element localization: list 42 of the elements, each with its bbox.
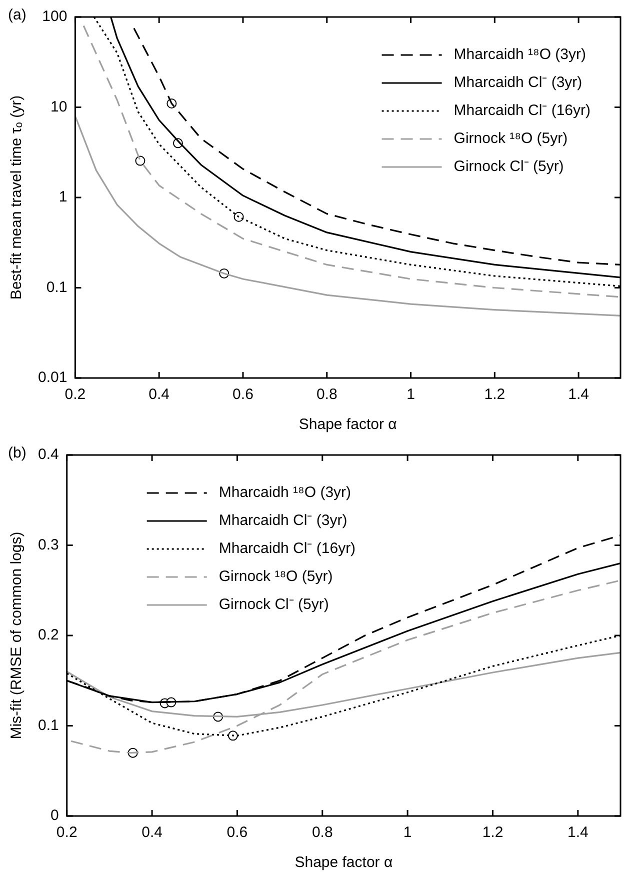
legend-label: Mharcaidh Cl⁻ (3yr) — [454, 74, 582, 92]
x-tick-label: 0.4 — [148, 386, 170, 404]
point — [234, 212, 244, 222]
x-tick-label: 0.8 — [312, 824, 333, 842]
x-tick-label: 1.2 — [482, 824, 504, 842]
y-tick-label: 1 — [58, 188, 68, 206]
x-tick-label: 0.2 — [64, 386, 86, 404]
y-axis-title: Best-fit mean travel time τₒ (yr) — [8, 95, 26, 300]
y-tick-label: 0.4 — [38, 446, 59, 464]
y-axis-title: Mis-fit (RMSE of common logs) — [8, 532, 26, 740]
x-axis-title: Shape factor α — [294, 854, 393, 872]
x-tick-label: 1.4 — [568, 386, 589, 404]
x-tick-label: 1.4 — [567, 824, 588, 842]
x-tick-label: 0.4 — [142, 824, 162, 842]
chart-title: (a) — [8, 6, 26, 24]
x-tick-label: 0.6 — [232, 386, 254, 404]
x-tick-label: 1 — [403, 824, 412, 842]
y-tick-label: 0.1 — [38, 716, 59, 734]
legend-label: Girnock Cl⁻ (5yr) — [454, 158, 564, 176]
y-tick-label: 0.2 — [38, 626, 59, 644]
y-tick-label: 100 — [42, 8, 68, 26]
point — [228, 730, 238, 741]
y-tick-label: 0.1 — [46, 278, 68, 296]
chart-title: (b) — [8, 444, 26, 462]
y-tick-label: 0.01 — [38, 369, 68, 386]
y-tick-label: 0.3 — [38, 536, 59, 554]
x-tick-label: 0.8 — [316, 386, 338, 404]
legend-label: Mharcaidh Cl⁻ (16yr) — [218, 540, 356, 558]
x-tick-label: 1 — [406, 386, 415, 404]
point — [135, 156, 146, 166]
legend-label: Mharcaidh Cl⁻ (3yr) — [218, 512, 348, 530]
y-tick-label: 0 — [50, 807, 59, 824]
x-tick-label: 0.6 — [226, 824, 248, 842]
legend-label: Mharcaidh ¹⁸O (3yr) — [218, 484, 352, 502]
legend-label: Girnock Cl⁻ (5yr) — [218, 596, 329, 614]
x-axis-title: Shape factor α — [298, 416, 398, 434]
legend-label: Mharcaidh ¹⁸O (3yr) — [454, 46, 586, 64]
y-tick-label: 10 — [50, 98, 68, 116]
legend-label: Girnock ¹⁸O (5yr) — [218, 568, 333, 586]
legend-label: Girnock ¹⁸O (5yr) — [454, 130, 568, 148]
legend-label: Mharcaidh Cl⁻ (16yr) — [454, 102, 591, 120]
x-tick-label: 1.2 — [484, 386, 506, 404]
